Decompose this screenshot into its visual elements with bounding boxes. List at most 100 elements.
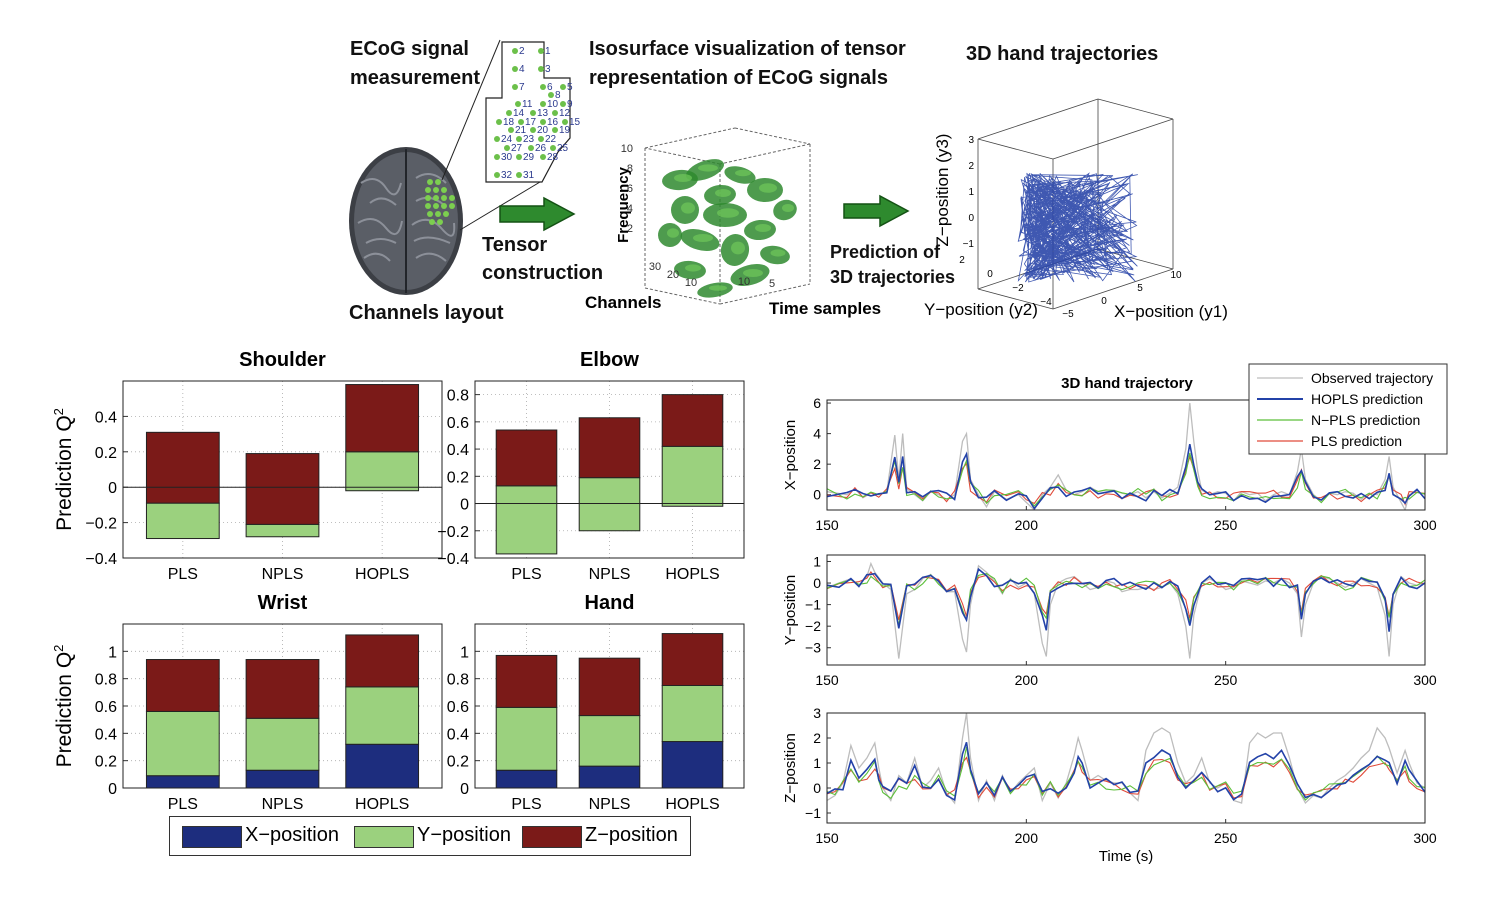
y-tick-label: 0.8 [447,388,469,405]
y-tick-label: 0.2 [447,754,469,771]
category-label: PLS [511,796,541,813]
prediction-line2: 3D trajectories [830,266,956,287]
channel-label: 31 [516,170,534,181]
y-tick-label: −2 [805,618,821,634]
channel-label: 4 [512,64,525,75]
pls-line [827,454,1425,506]
legend-label: Observed trajectory [1311,370,1433,386]
bar-segment [495,654,558,708]
cube-edge [644,287,721,305]
x-axis-label: Time (s) [1099,848,1153,865]
pls-line [827,756,1425,799]
channel-label: 6 [540,82,553,93]
bar-segment [578,417,641,479]
brain-image [349,147,463,295]
plot-frame [474,380,745,559]
y-tick-label: −0.4 [85,551,117,568]
category-label: HOPLS [355,566,409,583]
isosurface-title: Isosurface visualization of tensor repre… [589,37,906,90]
box-edge [1052,268,1174,310]
bar-segment [345,451,420,492]
bar-segment [345,686,420,745]
x-tick-label: 150 [815,830,839,846]
time-series-title: 3D hand trajectory [1061,375,1193,392]
hopls-line [827,741,1425,802]
y-tick: −4 [1040,297,1052,308]
x-tick-label: 200 [1015,517,1039,533]
category-label: NPLS [589,566,631,583]
y-axis-label: Y−position [782,575,799,645]
arrow-icon-prediction [843,194,910,228]
y-axis-label: X−position [782,420,799,490]
y-axis-label: Prediction Q2 [51,645,76,768]
channel-label: 10 [540,99,558,110]
x-tick-label: 250 [1214,672,1238,688]
time-panel-3: 150 200 250 300 3 2 1 0 −1 Z−position [782,705,1437,846]
y-tick-label: 0.4 [95,409,117,426]
bar-segment [661,445,724,507]
bar-legend: X−position Y−position Z−position [169,816,691,856]
cube-edge [719,143,811,165]
isosurface-highlight [693,234,713,242]
y-tick: −2 [1012,283,1024,294]
channel-label: 24 [494,134,512,145]
channel-label: 13 [530,108,548,119]
isosurface-highlight [674,174,692,182]
cube-edge [719,283,811,305]
observed-line [827,561,1425,659]
y-tick-label: 1 [813,553,821,569]
y-tick-label: 0 [813,575,821,591]
isosurface-highlight [667,228,679,238]
channel-label: 2 [512,46,525,57]
bar-segment [578,765,641,789]
plot-frame [826,712,1426,824]
prediction-line1: Prediction of [830,242,941,262]
isosurface-highlight [685,264,701,272]
bar-chart-elbow: Elbow −0.4 −0.2 0 0.2 0.4 0.6 0.8 PLS NPLS HOPLS [437,349,745,583]
channel-label: 16 [540,117,558,128]
tensor-construction-label: Tensor construction [482,233,603,285]
y-tick-label: −0.2 [437,524,469,541]
bar-segment [145,502,220,540]
channel-label: 28 [540,152,558,163]
channel-label: 15 [562,117,580,128]
channel-label: 27 [504,143,522,154]
bar-segment [661,394,724,447]
y-tick-label: 1 [813,755,821,771]
prediction-label: Prediction of 3D trajectories [830,242,955,288]
channels-layout-label: Channels layout [349,302,504,324]
iso-y-tick: 4 [627,203,633,215]
bar-segment [245,523,320,538]
channel-label: 12 [552,108,570,119]
plot-frame [122,623,443,789]
x-tick-label: 300 [1413,517,1437,533]
y-tick-label: 6 [813,395,821,411]
isosurface-highlight [731,241,745,255]
iso-y-tick: 2 [627,223,633,235]
box-edge [1097,98,1174,120]
y-tick-label: 4 [813,426,821,442]
box-edge [977,98,1099,140]
x-tick-label: 200 [1015,830,1039,846]
isosurface-highlight [681,202,695,214]
channel-label: 5 [560,82,573,93]
y-tick-label: −0.2 [85,516,117,533]
y-tick-label: 0.2 [95,754,117,771]
bar-segment [145,710,220,777]
hopls-line [827,567,1425,632]
y-axis-label: Prediction Q2 [51,408,76,531]
legend-label: HOPLS prediction [1311,391,1423,407]
x-axis-label: X−position (y1) [1114,302,1228,321]
category-label: HOPLS [355,796,409,813]
y-tick-label: 0.6 [95,699,117,716]
channel-label: 17 [518,117,536,128]
bar-segment [345,634,420,688]
bar-segment [495,769,558,789]
bar-segment [495,485,558,555]
bar-segment [661,741,724,789]
x-tick-label: 300 [1413,830,1437,846]
channel-label: 18 [496,117,514,128]
bar-segment [495,706,558,771]
electrode-grid-on-brain [425,179,455,225]
